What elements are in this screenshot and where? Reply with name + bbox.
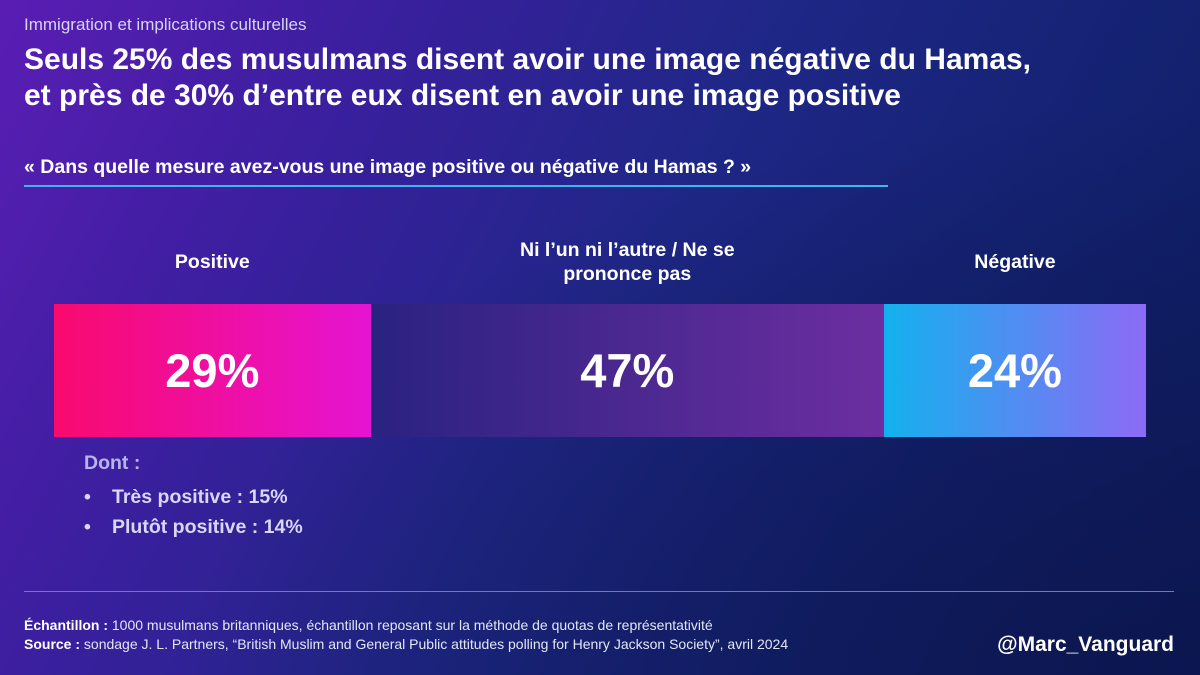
breakdown-item-plutot-positive: Plutôt positive : 14%	[84, 512, 303, 542]
category-label-neutre: Ni l’un ni l’autre / Ne se prononce pas	[520, 239, 735, 285]
question-underline	[24, 185, 888, 187]
source-label: Source :	[24, 636, 81, 652]
chart-title-line-1: Seuls 25% des musulmans disent avoir une…	[24, 43, 1032, 76]
bar-value-negative: 24%	[967, 344, 1062, 397]
chart-title-line-2: et près de 30% d’entre eux disent en avo…	[24, 79, 901, 112]
bar-neutre	[370, 304, 884, 437]
footer-divider	[24, 591, 1174, 592]
sample-label: Échantillon :	[24, 617, 108, 633]
sample-text: 1000 musulmans britanniques, échantillon…	[111, 617, 713, 633]
breakdown-list: Très positive : 15% Plutôt positive : 14…	[84, 482, 303, 542]
sample-note: Échantillon : 1000 musulmans britannique…	[24, 616, 788, 635]
category-label-negative: Négative	[974, 251, 1056, 273]
bar-value-positive: 29%	[165, 344, 260, 397]
breakdown-item-tres-positive: Très positive : 15%	[84, 482, 303, 512]
bar-negative	[883, 304, 1146, 437]
bar-positive	[54, 304, 371, 437]
category-label-positive: Positive	[174, 251, 250, 273]
survey-question: « Dans quelle mesure avez-vous une image…	[24, 156, 752, 178]
chart-title: Seuls 25% des musulmans disent avoir une…	[24, 42, 1184, 114]
author-handle: @Marc_Vanguard	[997, 633, 1174, 656]
footer-notes: Échantillon : 1000 musulmans britannique…	[24, 616, 788, 654]
eyebrow: Immigration et implications culturelles	[24, 15, 307, 34]
source-note: Source : sondage J. L. Partners, “Britis…	[24, 635, 788, 654]
breakdown-heading: Dont :	[84, 452, 141, 474]
source-text: sondage J. L. Partners, “British Muslim …	[83, 636, 789, 652]
bar-value-neutre: 47%	[580, 344, 675, 397]
